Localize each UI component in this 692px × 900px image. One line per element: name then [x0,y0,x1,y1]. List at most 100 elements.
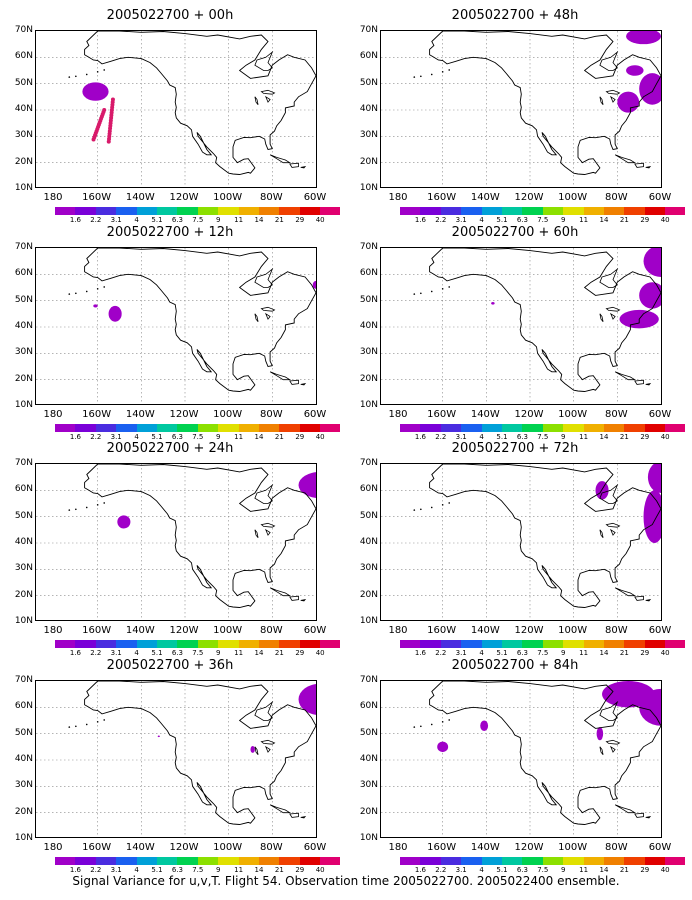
longitude-tick-label: 160W [427,409,457,420]
colorbar-label: 3.1 [455,216,467,224]
colorbar-label: 29 [295,866,305,874]
signal-variance-region [639,282,661,309]
colorbar-cell [95,424,117,432]
island [441,288,444,290]
colorbar-label: 2.2 [90,649,102,657]
observation-point [106,139,111,144]
colorbar-cell [75,207,96,215]
island [75,508,77,511]
colorbar-label: 3.1 [110,649,122,657]
colorbar-cell [522,424,543,432]
longitude-tick-label: 120W [514,842,544,853]
colorbar-cell [320,640,341,648]
colorbar-label: 2.2 [90,866,102,874]
longitude-tick-label: 120W [169,625,199,636]
coastline [605,89,621,95]
colorbar-cell [583,424,604,432]
latitude-tick-label: 50N [359,294,378,305]
longitude-tick-label: 100W [558,625,588,636]
colorbar-cell [665,207,686,215]
colorbar-label: 6.3 [516,433,528,441]
longitude-tick-label: 100W [558,409,588,420]
coastline [260,739,276,745]
coastline [300,383,307,386]
panel-title: 2005022700 + 84h [451,658,579,673]
map-canvas [36,248,316,404]
colorbar-cell [55,857,76,865]
island [96,721,99,723]
coastline [634,379,644,385]
colorbar-cell [461,207,482,215]
latitude-tick-label: 70N [14,242,33,252]
colorbar-label: 9 [215,866,221,874]
panel-title: 2005022700 + 00h [106,8,234,23]
colorbar-cell [440,424,462,432]
colorbar [400,640,686,648]
colorbar-label: 4 [479,433,484,441]
colorbar-cell [238,424,259,432]
colorbar-label: 5.1 [496,649,508,657]
coastline [300,599,307,602]
signal-variance-region [298,472,316,498]
colorbar-label: 5.1 [151,649,163,657]
colorbar-cell [55,640,76,648]
colorbar-cell [279,424,300,432]
colorbar [400,207,686,215]
latitude-tick-label: 60N [359,268,378,279]
coastline [645,816,652,819]
coastline [614,804,637,814]
map-frame [380,463,662,621]
colorbar-label: 3.1 [110,866,122,874]
colorbar-label: 21 [274,216,284,224]
longitude-tick-label: 80W [260,625,283,636]
island [430,73,433,76]
map-canvas [381,248,661,404]
latitude-tick-label: 10N [359,183,378,193]
coastline [254,50,274,71]
colorbar-cell [55,424,76,432]
signal-variance-region [491,301,495,305]
colorbar-cell [583,857,604,865]
colorbar-label: 40 [660,433,670,441]
island [413,726,416,728]
colorbar-label: 40 [315,433,325,441]
longitude-tick-label: 180 [43,409,63,420]
island [103,286,106,288]
island [430,723,433,726]
colorbar-cell [95,857,117,865]
latitude-tick-label: 40N [359,321,378,331]
colorbar-cell [320,207,341,215]
colorbar-label: 29 [295,216,305,224]
colorbar-cell [400,207,421,215]
longitude-tick-label: 60W [648,625,672,636]
colorbar-cell [583,207,604,215]
island [420,508,422,511]
colorbar-cell [177,207,198,215]
longitude-tick-label: 140W [470,409,500,420]
latitude-tick-label: 70N [359,458,378,468]
island [430,290,433,293]
map-frame [35,30,317,188]
colorbar-label: 40 [315,649,325,657]
colorbar-label: 5.1 [151,433,163,441]
colorbar-label: 1.6 [69,216,81,224]
island [420,292,422,295]
latitude-tick-label: 50N [14,510,33,521]
colorbar-label: 6.3 [171,216,183,224]
longitude-tick-label: 160W [82,625,112,636]
colorbar [55,424,341,432]
colorbar-cell [116,207,137,215]
colorbar-label: 1.6 [414,433,426,441]
panel-title: 2005022700 + 72h [451,441,579,456]
coastline [599,313,604,322]
colorbar-cell [197,857,219,865]
longitude-tick-label: 80W [260,409,283,420]
colorbar-label: 29 [640,866,650,874]
latitude-tick-label: 30N [14,563,33,574]
island [441,504,444,506]
map-panel: 2005022700 + 60h 70N 60N 50N 40N 30N 20N 10N 180… [350,225,686,441]
coastline [269,371,292,381]
coastline [289,812,299,818]
colorbar-label: 9 [560,433,566,441]
colorbar-label: 29 [640,433,650,441]
